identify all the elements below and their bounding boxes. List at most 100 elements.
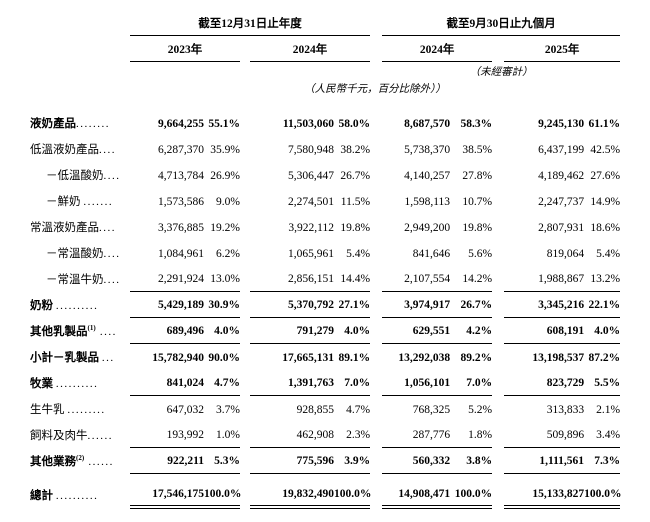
column-gap bbox=[370, 135, 382, 161]
table-row: 總計 .......... 17,546,175 100.0% 19,832,490 1… bbox=[30, 473, 621, 510]
cell-amount: 462,908 bbox=[250, 421, 334, 448]
column-gap bbox=[370, 187, 382, 213]
cell-percent: 5.2% bbox=[468, 403, 493, 416]
cell-amount: 19,832,490 bbox=[250, 473, 334, 510]
cell-amount: 3,376,885 bbox=[158, 221, 204, 234]
footnote-marker: (2) bbox=[76, 453, 85, 462]
dot-leader: ......... bbox=[67, 403, 106, 416]
column-gap bbox=[492, 291, 504, 317]
cell-percent: 6.2% bbox=[216, 247, 240, 260]
cell-percent: 58.3% bbox=[460, 117, 493, 130]
unit-note-row: （人民幣千元，百分比除外）） bbox=[30, 79, 620, 96]
column-gap bbox=[370, 8, 382, 35]
row-label-text: 其他乳製品 bbox=[30, 325, 88, 338]
cell-amount: 13,198,537 bbox=[532, 351, 585, 364]
cell-percent: 58.0% bbox=[338, 117, 371, 130]
cell-percent: 7.3% bbox=[584, 447, 621, 474]
cell-percent: 2.1% bbox=[596, 403, 621, 416]
cell-amount: 15,782,940 bbox=[152, 351, 204, 364]
table-row: 生牛乳 ......... 647,032 3.7% 928,855 4.7% 768,3… bbox=[30, 395, 620, 421]
empty-cell bbox=[30, 79, 130, 96]
cell-percent: 3.4% bbox=[584, 421, 621, 448]
cell-amount: 1,573,586 bbox=[158, 195, 204, 208]
cell-amount: 689,496 bbox=[130, 317, 204, 344]
cell-amount: 14,908,471 bbox=[382, 473, 451, 510]
cell-amount: 11,503,060 bbox=[282, 117, 334, 130]
cell-percent: 9.0% bbox=[216, 195, 240, 208]
dot-leader: .... bbox=[99, 143, 116, 156]
column-gap bbox=[240, 187, 250, 213]
year-header-2024: 2024年 bbox=[250, 35, 371, 63]
dot-leader: .... bbox=[103, 273, 121, 286]
cell-percent: 26.9% bbox=[210, 169, 240, 182]
row-label-text: －鮮奶 bbox=[46, 195, 84, 208]
cell-amount: 4,140,257 bbox=[404, 169, 451, 182]
row-label: －低溫酸奶.... bbox=[30, 161, 130, 187]
column-gap bbox=[370, 213, 382, 239]
cell-percent: 27.8% bbox=[462, 169, 493, 182]
cell-amount: 287,776 bbox=[382, 421, 451, 448]
row-label: －鮮奶 ....... bbox=[30, 187, 130, 213]
dot-leader: .......... bbox=[55, 489, 99, 502]
row-label: 常溫液奶產品.... bbox=[30, 213, 130, 239]
dot-leader: ... bbox=[101, 351, 115, 364]
cell-percent: 3.9% bbox=[334, 447, 371, 474]
cell-amount: 629,551 bbox=[382, 317, 451, 344]
dot-leader: ........ bbox=[76, 117, 110, 130]
cell-percent: 3.7% bbox=[216, 403, 240, 416]
cell-amount: 5,370,792 bbox=[250, 291, 334, 318]
column-gap bbox=[370, 343, 382, 369]
cell-percent: 35.9% bbox=[210, 143, 240, 156]
row-label-text: 其他業務 bbox=[30, 455, 76, 468]
cell-percent: 100.0% bbox=[450, 473, 493, 510]
cell-percent: 38.5% bbox=[462, 143, 493, 156]
unaudited-note: （未經審計） bbox=[469, 67, 533, 79]
cell-amount: 4,713,784 bbox=[158, 169, 204, 182]
row-label-text: 飼料及肉牛 bbox=[30, 429, 88, 442]
cell-amount: 6,437,199 bbox=[538, 143, 585, 156]
cell-amount: 2,291,924 bbox=[130, 265, 204, 292]
row-label-text: 常溫液奶產品 bbox=[30, 221, 99, 234]
cell-percent: 3.8% bbox=[450, 447, 493, 474]
column-gap bbox=[492, 213, 504, 239]
column-gap bbox=[370, 35, 382, 62]
table-body: 液奶產品........ 9,664,255 55.1% 11,503,060 58.0… bbox=[30, 109, 621, 510]
column-gap bbox=[492, 109, 504, 135]
dot-leader: .... bbox=[103, 247, 121, 260]
row-label-text: －低溫酸奶 bbox=[46, 169, 104, 182]
cell-amount: 15,133,827 bbox=[504, 473, 585, 510]
cell-amount: 3,345,216 bbox=[504, 291, 585, 318]
table-row: 小計－乳製品 ... 15,782,940 90.0% 17,665,131 89.1%… bbox=[30, 343, 620, 369]
column-gap bbox=[240, 421, 250, 447]
column-gap bbox=[240, 35, 250, 62]
row-label: 小計－乳製品 ... bbox=[30, 343, 130, 369]
cell-amount: 647,032 bbox=[166, 403, 204, 416]
cell-percent: 4.0% bbox=[584, 317, 621, 344]
row-label: －常溫牛奶.... bbox=[30, 265, 130, 291]
cell-amount: 13,292,038 bbox=[398, 351, 451, 364]
period-header-row: 截至12月31日止年度 截至9月30日止九個月 bbox=[30, 8, 621, 36]
row-label: 生牛乳 ......... bbox=[30, 395, 130, 421]
cell-percent: 4.0% bbox=[204, 317, 240, 344]
cell-amount: 2,807,931 bbox=[538, 221, 585, 234]
column-gap bbox=[370, 421, 382, 447]
table-row: 液奶產品........ 9,664,255 55.1% 11,503,060 58.0… bbox=[30, 109, 620, 135]
column-gap bbox=[492, 161, 504, 187]
cell-amount: 841,646 bbox=[412, 247, 451, 260]
dot-leader: ....... bbox=[83, 195, 114, 208]
cell-percent: 13.0% bbox=[204, 265, 240, 292]
cell-amount: 922,211 bbox=[130, 447, 204, 474]
cell-amount: 4,189,462 bbox=[538, 169, 585, 182]
table-row: 飼料及肉牛...... 193,992 1.0% 462,908 2.3% 287,776… bbox=[30, 421, 621, 448]
row-label: 液奶產品........ bbox=[30, 109, 130, 135]
cell-amount: 2,856,151 bbox=[250, 265, 334, 292]
row-label: －常溫酸奶.... bbox=[30, 239, 130, 265]
cell-percent: 22.1% bbox=[584, 291, 621, 318]
cell-amount: 2,274,501 bbox=[288, 195, 334, 208]
cell-percent: 14.2% bbox=[450, 265, 493, 292]
dot-leader: .......... bbox=[55, 377, 99, 390]
row-label-text: 生牛乳 bbox=[30, 403, 68, 416]
cell-percent: 87.2% bbox=[588, 351, 621, 364]
row-label: 奶粉 .......... bbox=[30, 291, 130, 317]
cell-percent: 13.2% bbox=[584, 265, 621, 292]
